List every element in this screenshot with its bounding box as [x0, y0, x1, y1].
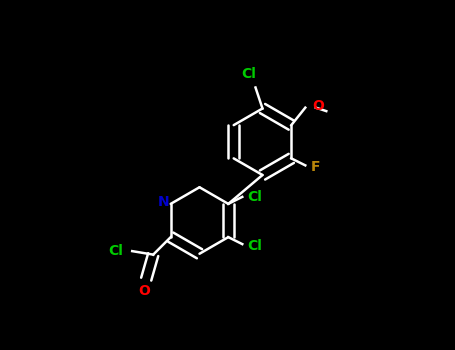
Text: Cl: Cl — [248, 190, 263, 204]
Text: F: F — [311, 160, 320, 174]
Text: N: N — [157, 195, 169, 209]
Text: Cl: Cl — [248, 239, 263, 253]
Text: O: O — [312, 99, 324, 113]
Text: O: O — [138, 284, 151, 298]
Text: Cl: Cl — [241, 66, 256, 80]
Text: Cl: Cl — [109, 244, 123, 258]
